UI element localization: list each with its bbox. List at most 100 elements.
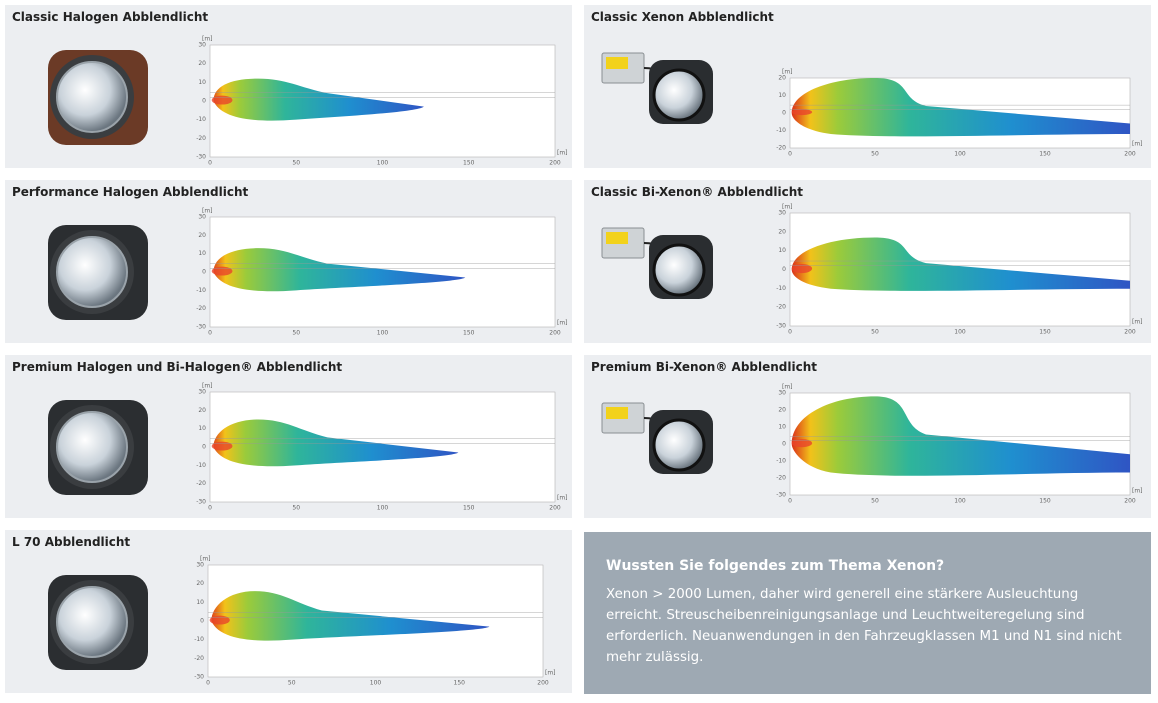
x-tick-label: 150 bbox=[463, 160, 475, 167]
x-tick-label: 50 bbox=[288, 680, 296, 687]
y-tick-label: -20 bbox=[196, 305, 206, 312]
y-tick-label: 20 bbox=[778, 228, 786, 235]
info-title: Wussten Sie folgendes zum Thema Xenon? bbox=[606, 558, 945, 574]
info-line: Xenon > 2000 Lumen, daher wird generell … bbox=[606, 587, 1079, 623]
y-tick-label: -30 bbox=[194, 674, 204, 681]
y-tick-label: -10 bbox=[776, 285, 786, 292]
y-tick-label: 10 bbox=[778, 424, 786, 431]
panel-title: L 70 Abblendlicht bbox=[12, 535, 131, 549]
x-tick-label: 200 bbox=[549, 505, 561, 512]
panel: 30 20 10 0 -10 -20 -30 0 50 100 150 200 [m] [m] Classi… bbox=[5, 5, 572, 168]
y-tick-label: -10 bbox=[196, 287, 206, 294]
y-tick-label: -20 bbox=[776, 304, 786, 311]
y-tick-label: -10 bbox=[776, 458, 786, 465]
y-tick-label: 10 bbox=[198, 250, 206, 257]
beam-core bbox=[211, 441, 233, 451]
y-unit-label: [m] bbox=[202, 208, 213, 215]
panel: 30 20 10 0 -10 -20 -30 0 50 100 150 200 [m] [m] Premiu… bbox=[5, 355, 572, 518]
x-tick-label: 0 bbox=[206, 680, 210, 687]
y-tick-label: -10 bbox=[776, 127, 786, 134]
x-tick-label: 0 bbox=[788, 329, 792, 336]
y-tick-label: 30 bbox=[196, 562, 204, 569]
y-tick-label: -30 bbox=[776, 492, 786, 499]
y-tick-label: -10 bbox=[196, 116, 206, 123]
panel-title: Classic Bi-Xenon® Abblendlicht bbox=[591, 185, 804, 199]
y-tick-label: -20 bbox=[776, 145, 786, 152]
panel-title: Classic Halogen Abblendlicht bbox=[12, 10, 209, 24]
y-unit-label: [m] bbox=[202, 383, 213, 390]
beam-pattern bbox=[213, 248, 466, 292]
y-tick-label: 0 bbox=[782, 266, 786, 273]
ballast-label bbox=[606, 232, 628, 244]
x-tick-label: 150 bbox=[1039, 498, 1051, 505]
beam-core bbox=[211, 95, 233, 105]
y-unit-label: [m] bbox=[782, 384, 793, 391]
beam-core bbox=[791, 109, 813, 116]
ballast-label bbox=[606, 57, 628, 69]
beam-core bbox=[211, 266, 233, 276]
y-tick-label: -20 bbox=[196, 135, 206, 142]
y-tick-label: 30 bbox=[198, 214, 206, 221]
x-tick-label: 100 bbox=[377, 330, 389, 337]
x-tick-label: 200 bbox=[1124, 329, 1136, 336]
y-unit-label: [m] bbox=[200, 556, 211, 563]
lens bbox=[652, 418, 706, 472]
beam-core bbox=[209, 615, 230, 625]
y-tick-label: 20 bbox=[778, 75, 786, 82]
panel: 20 10 0 -10 -20 0 50 100 150 200 [m] [m] Classic Xen… bbox=[584, 5, 1151, 168]
info-text: Xenon > 2000 Lumen, daher wird generell … bbox=[606, 584, 1131, 668]
y-tick-label: 0 bbox=[202, 98, 206, 105]
y-tick-label: -20 bbox=[196, 480, 206, 487]
y-tick-label: 0 bbox=[200, 618, 204, 625]
y-unit-label: [m] bbox=[782, 204, 793, 211]
panel-title: Performance Halogen Abblendlicht bbox=[12, 185, 249, 199]
x-tick-label: 100 bbox=[954, 151, 966, 158]
y-tick-label: 30 bbox=[778, 210, 786, 217]
x-unit-label: [m] bbox=[1132, 488, 1143, 495]
lens bbox=[56, 411, 128, 483]
x-tick-label: 50 bbox=[292, 330, 300, 337]
x-tick-label: 0 bbox=[788, 498, 792, 505]
panel-title: Premium Bi-Xenon® Abblendlicht bbox=[591, 360, 818, 374]
x-tick-label: 150 bbox=[1039, 151, 1051, 158]
x-unit-label: [m] bbox=[557, 320, 568, 327]
y-tick-label: -30 bbox=[196, 154, 206, 161]
beam-core bbox=[791, 439, 813, 448]
x-tick-label: 0 bbox=[208, 505, 212, 512]
x-tick-label: 50 bbox=[292, 505, 300, 512]
beam-pattern bbox=[791, 78, 1130, 137]
x-tick-label: 100 bbox=[370, 680, 382, 687]
ballast-label bbox=[606, 407, 628, 419]
x-tick-label: 150 bbox=[463, 330, 475, 337]
y-tick-label: 10 bbox=[778, 92, 786, 99]
y-tick-label: -10 bbox=[196, 462, 206, 469]
panel-title: Premium Halogen und Bi-Halogen® Abblendl… bbox=[12, 360, 343, 374]
x-tick-label: 200 bbox=[549, 160, 561, 167]
beam-pattern bbox=[791, 237, 1130, 291]
x-tick-label: 200 bbox=[1124, 498, 1136, 505]
y-tick-label: 20 bbox=[198, 232, 206, 239]
x-tick-label: 150 bbox=[454, 680, 466, 687]
lens bbox=[56, 61, 128, 133]
y-unit-label: [m] bbox=[782, 69, 793, 76]
y-tick-label: 20 bbox=[778, 407, 786, 414]
y-tick-label: 10 bbox=[196, 599, 204, 606]
x-tick-label: 50 bbox=[292, 160, 300, 167]
beam-pattern bbox=[791, 396, 1130, 476]
panel: 30 20 10 0 -10 -20 -30 0 50 100 150 200 [m] [m] Perfor… bbox=[5, 180, 572, 343]
x-tick-label: 200 bbox=[537, 680, 549, 687]
y-tick-label: 0 bbox=[782, 441, 786, 448]
lens bbox=[652, 243, 706, 297]
info-box: Wussten Sie folgendes zum Thema Xenon? X… bbox=[584, 532, 1151, 694]
beam-pattern bbox=[213, 419, 459, 467]
x-unit-label: [m] bbox=[1132, 319, 1143, 326]
beam-core bbox=[791, 264, 813, 274]
panel: 30 20 10 0 -10 -20 -30 0 50 100 150 200 [m] [m] Premiu… bbox=[584, 355, 1151, 518]
x-unit-label: [m] bbox=[1132, 141, 1143, 148]
x-unit-label: [m] bbox=[557, 150, 568, 157]
x-unit-label: [m] bbox=[545, 670, 556, 677]
